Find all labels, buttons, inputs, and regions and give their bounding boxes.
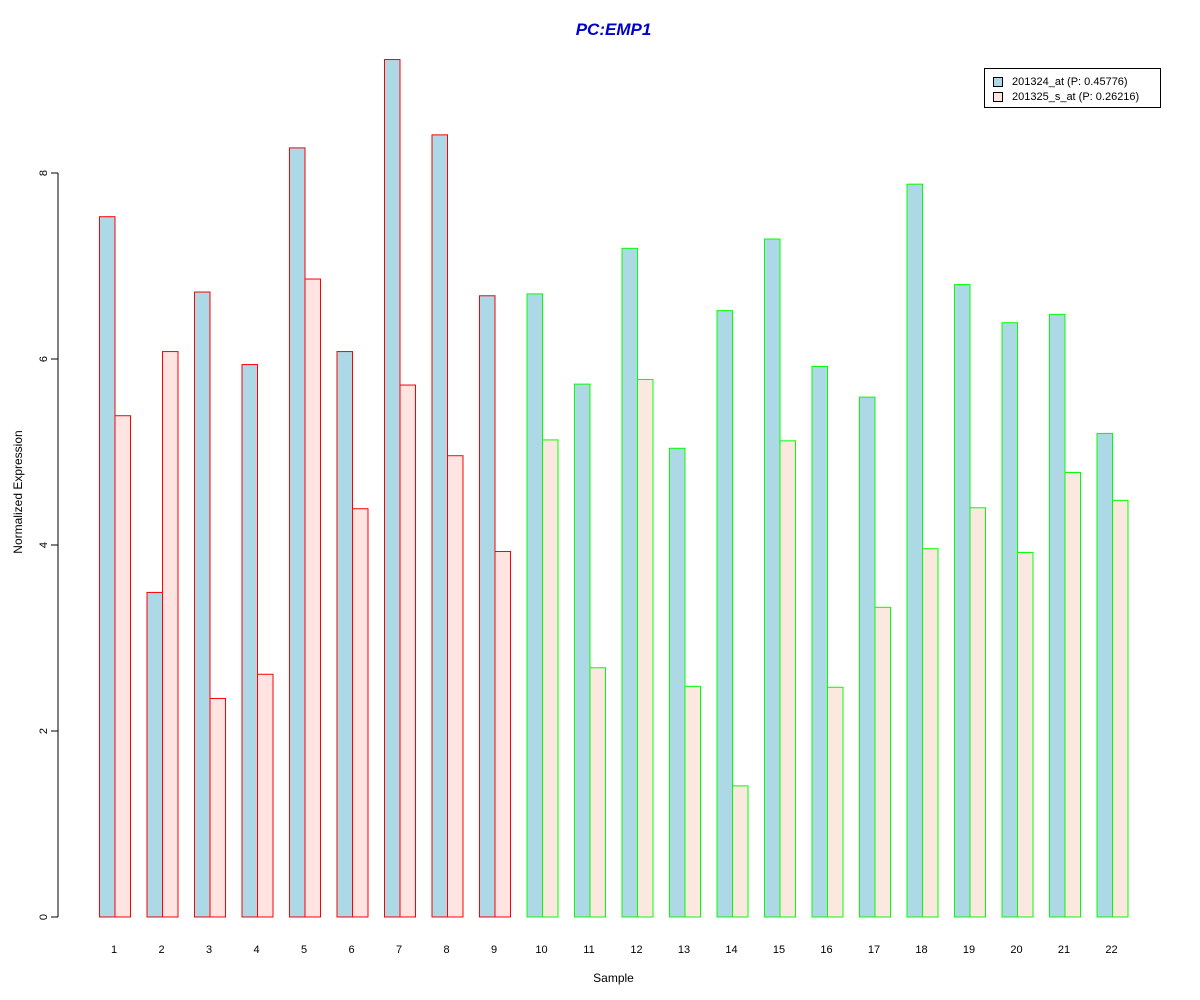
x-tick-label: 12 [630,944,642,956]
x-tick-label: 8 [443,944,449,956]
x-tick-label: 9 [491,944,497,956]
legend: 201324_at (P: 0.45776) 201325_s_at (P: 0… [984,68,1161,108]
bar-201325_s_at [114,415,131,918]
bar-201325_s_at [637,378,654,918]
x-tick-label: 2 [158,944,164,956]
bar-201325_s_at [1017,551,1034,918]
x-tick-label: 20 [1010,944,1022,956]
x-tick-label: 11 [583,944,594,956]
x-tick-label: 14 [725,944,737,956]
x-tick-label: 13 [678,944,690,956]
bar-201324_at [621,247,638,918]
legend-item: 201324_at (P: 0.45776) [993,74,1160,89]
y-tick-label: 0 [38,914,50,920]
bar-201324_at [99,216,116,918]
bar-201324_at [716,310,733,918]
x-tick-label: 19 [963,944,975,956]
bar-201325_s_at [874,606,891,918]
bar-201324_at [336,351,353,918]
bar-201324_at [954,284,971,918]
bar-201324_at [289,147,306,918]
bar-201324_at [1096,432,1113,918]
bar-201325_s_at [969,507,986,918]
bar-201324_at [479,295,496,918]
x-tick-label: 5 [301,944,307,956]
bar-201324_at [1001,322,1018,918]
y-tick-label: 6 [38,356,50,362]
x-tick-label: 4 [253,944,259,956]
bar-201325_s_at [589,667,606,918]
bar-201324_at [811,365,828,918]
x-tick-label: 18 [915,944,927,956]
x-tick-label: 21 [1058,944,1070,956]
bar-201324_at [384,59,401,918]
bar-201324_at [669,447,686,918]
bar-201325_s_at [1064,471,1081,918]
legend-swatch [993,91,1003,102]
legend-item: 201325_s_at (P: 0.26216) [993,89,1160,104]
y-axis: 0 2 4 6 8 [38,170,59,920]
legend-label: 201325_s_at (P: 0.26216) [1012,90,1140,103]
bar-201324_at [764,238,781,918]
x-tick-label: 1 [111,944,117,956]
bar-201325_s_at [209,697,226,918]
x-tick-label: 10 [535,944,547,956]
x-tick-label: 3 [206,944,212,956]
x-tick-label: 17 [868,944,880,956]
bar-201325_s_at [399,384,416,918]
bar-201324_at [1049,313,1066,918]
bar-201325_s_at [257,673,274,918]
y-axis-label: Normalized Expression [11,430,25,554]
bar-201324_at [241,364,258,918]
bar-201324_at [526,293,543,918]
bar-201325_s_at [162,351,179,918]
x-tick-label: 16 [820,944,832,956]
bar-201324_at [146,591,163,918]
bar-201325_s_at [494,551,511,918]
x-tick-label: 15 [773,944,785,956]
bar-201324_at [431,134,448,918]
bar-201324_at [859,396,876,918]
bar-201325_s_at [779,440,796,918]
legend-swatch [993,76,1003,87]
x-tick-label: 22 [1105,944,1117,956]
bar-201325_s_at [542,439,559,918]
bar-201325_s_at [922,548,939,918]
x-tick-label: 6 [348,944,354,956]
y-tick-label: 2 [38,728,50,734]
chart-title: PC:EMP1 [575,20,652,39]
bar-201325_s_at [304,278,321,918]
x-tick-label: 7 [396,944,402,956]
bar-201325_s_at [684,685,701,918]
bar-201324_at [194,291,211,918]
legend-label: 201324_at (P: 0.45776) [1012,75,1128,88]
bar-201325_s_at [827,686,844,918]
bar-201325_s_at [352,508,369,918]
x-tick-labels: 1 2 3 4 5 6 7 8 9 10 11 12 13 14 15 16 17 18 19 20 21 22 [111,944,1118,956]
bar-201324_at [906,183,923,918]
y-tick-label: 8 [38,170,50,176]
bar-201325_s_at [732,785,749,918]
x-axis-label: Sample [593,971,634,985]
bar-201324_at [574,383,591,918]
bar-201325_s_at [1112,499,1129,918]
y-tick-label: 4 [38,542,50,548]
bars [99,59,1129,918]
bar-201325_s_at [447,455,464,918]
